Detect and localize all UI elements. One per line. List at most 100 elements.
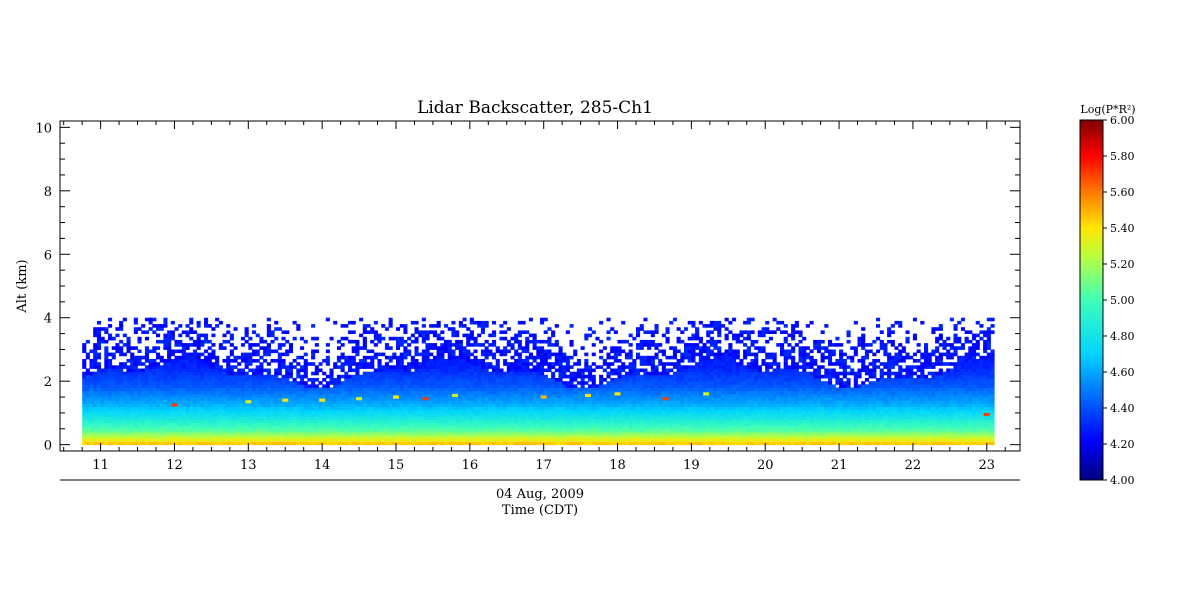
heatmap-cell	[466, 397, 471, 401]
heatmap-cell	[591, 384, 596, 388]
heatmap-cell	[528, 352, 533, 357]
heatmap-cell	[636, 416, 641, 420]
heatmap-cell	[178, 339, 183, 344]
heatmap-cell	[576, 432, 581, 436]
heatmap-cell	[325, 400, 330, 404]
heatmap-cell	[588, 438, 593, 442]
heatmap-cell	[458, 412, 463, 417]
heatmap-cell	[355, 339, 360, 344]
heatmap-cell	[410, 339, 415, 344]
heatmap-cell	[252, 406, 257, 411]
heatmap-cell	[96, 346, 101, 350]
heatmap-cell	[314, 412, 319, 417]
heatmap-cell	[396, 390, 401, 395]
heatmap-cell	[414, 416, 419, 420]
heatmap-cell	[547, 336, 552, 341]
heatmap-cell	[477, 412, 482, 417]
heatmap-cell	[547, 349, 552, 354]
heatmap-cell	[144, 435, 149, 439]
heatmap-cell	[100, 432, 105, 436]
heatmap-cell	[503, 374, 508, 379]
heatmap-cell	[617, 352, 622, 357]
heatmap-cell	[82, 435, 87, 439]
heatmap-cell	[440, 374, 445, 379]
heatmap-cell	[137, 349, 142, 354]
heatmap-cell	[189, 403, 194, 407]
heatmap-cell	[495, 384, 500, 388]
heatmap-cell	[680, 441, 685, 446]
heatmap-cell	[307, 403, 312, 407]
heatmap-cell	[100, 327, 105, 331]
heatmap-cell	[119, 349, 124, 354]
heatmap-cell	[617, 374, 622, 379]
heatmap-cell	[108, 371, 113, 376]
heatmap-cell	[167, 438, 172, 442]
heatmap-cell	[506, 368, 511, 373]
heatmap-cell	[584, 387, 589, 392]
heatmap-cell	[344, 374, 349, 379]
heatmap-cell	[650, 387, 655, 392]
heatmap-cell	[647, 387, 652, 392]
heatmap-cell	[192, 400, 197, 404]
heatmap-cell	[636, 387, 641, 392]
heatmap-cell	[425, 438, 430, 442]
heatmap-cell	[584, 416, 589, 420]
heatmap-cell	[274, 435, 279, 439]
heatmap-cell	[104, 330, 109, 334]
heatmap-cell	[503, 387, 508, 392]
heatmap-cell	[510, 365, 515, 369]
heatmap-cell	[174, 419, 179, 423]
heatmap-cell	[355, 374, 360, 379]
heatmap-cell	[307, 397, 312, 401]
heatmap-cell	[303, 352, 308, 357]
heatmap-cell	[263, 381, 268, 385]
heatmap-cell	[602, 438, 607, 442]
heatmap-cell	[137, 397, 142, 401]
heatmap-cell	[307, 384, 312, 388]
heatmap-cell	[196, 435, 201, 439]
heatmap-cell	[613, 387, 618, 392]
heatmap-cell	[281, 409, 286, 414]
heatmap-cell	[410, 441, 415, 446]
heatmap-cell	[381, 336, 386, 341]
heatmap-cell	[436, 352, 441, 357]
heatmap-cell	[163, 336, 168, 341]
heatmap-cell	[532, 428, 537, 433]
heatmap-cell	[263, 349, 268, 354]
heatmap-cell	[399, 432, 404, 436]
heatmap-cell	[211, 432, 216, 436]
heatmap-cell	[580, 400, 585, 404]
heatmap-cell	[89, 378, 94, 382]
heatmap-cell	[89, 441, 94, 446]
heatmap-cell	[565, 330, 570, 334]
heatmap-cell	[473, 416, 478, 420]
heatmap-cell	[126, 371, 131, 376]
heatmap-cell	[521, 412, 526, 417]
heatmap-cell	[477, 390, 482, 395]
heatmap-cell	[562, 425, 567, 430]
heatmap-cell	[639, 428, 644, 433]
heatmap-cell	[399, 324, 404, 328]
heatmap-cell	[628, 419, 633, 423]
heatmap-cell	[226, 390, 231, 395]
heatmap-cell	[159, 425, 164, 430]
heatmap-cell	[403, 365, 408, 369]
heatmap-cell	[514, 390, 519, 395]
heatmap-cell	[388, 406, 393, 411]
heatmap-cell	[292, 422, 297, 426]
heatmap-cell	[632, 435, 637, 439]
heatmap-cell	[108, 390, 113, 395]
heatmap-cell	[396, 368, 401, 373]
heatmap-cell	[610, 412, 615, 417]
heatmap-cell	[669, 406, 674, 411]
heatmap-cell	[444, 419, 449, 423]
heatmap-cell	[359, 384, 364, 388]
heatmap-cell	[580, 381, 585, 385]
heatmap-cell	[621, 387, 626, 392]
heatmap-cell	[499, 378, 504, 382]
heatmap-cell	[325, 384, 330, 388]
heatmap-cell	[418, 390, 423, 395]
heatmap-cell	[215, 365, 220, 369]
heatmap-cell	[628, 400, 633, 404]
heatmap-cell	[432, 374, 437, 379]
